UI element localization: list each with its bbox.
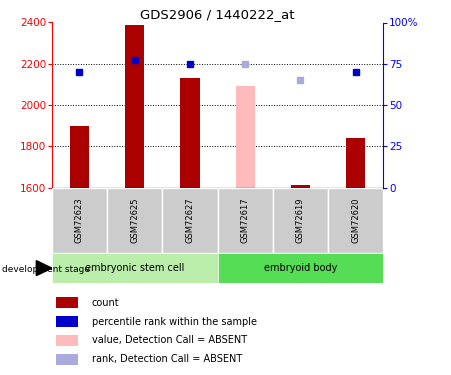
Bar [235, 87, 255, 188]
Text: GSM72617: GSM72617 [241, 198, 250, 243]
Bar [217, 188, 273, 253]
Bar [162, 188, 217, 253]
Bar [56, 316, 78, 327]
Bar [125, 25, 144, 188]
Bar [217, 253, 383, 283]
Bar [180, 78, 200, 188]
Text: embryoid body: embryoid body [264, 263, 337, 273]
Text: development stage: development stage [2, 265, 90, 274]
Text: count: count [92, 297, 119, 307]
Bar [56, 335, 78, 346]
Text: value, Detection Call = ABSENT: value, Detection Call = ABSENT [92, 336, 247, 345]
Text: GSM72620: GSM72620 [351, 198, 360, 243]
Text: GSM72627: GSM72627 [185, 198, 194, 243]
Polygon shape [36, 261, 52, 276]
Bar [56, 297, 78, 308]
Bar [56, 354, 78, 364]
Bar [273, 188, 328, 253]
Bar [107, 188, 162, 253]
Bar [52, 188, 107, 253]
Text: GSM72625: GSM72625 [130, 198, 139, 243]
Bar [291, 186, 310, 188]
Bar [52, 253, 217, 283]
Text: percentile rank within the sample: percentile rank within the sample [92, 316, 257, 327]
Title: GDS2906 / 1440222_at: GDS2906 / 1440222_at [140, 8, 295, 21]
Bar [346, 138, 365, 188]
Text: GSM72623: GSM72623 [75, 198, 84, 243]
Bar [70, 126, 89, 188]
Bar [328, 188, 383, 253]
Text: GSM72619: GSM72619 [296, 198, 305, 243]
Text: rank, Detection Call = ABSENT: rank, Detection Call = ABSENT [92, 354, 242, 364]
Text: embryonic stem cell: embryonic stem cell [85, 263, 184, 273]
